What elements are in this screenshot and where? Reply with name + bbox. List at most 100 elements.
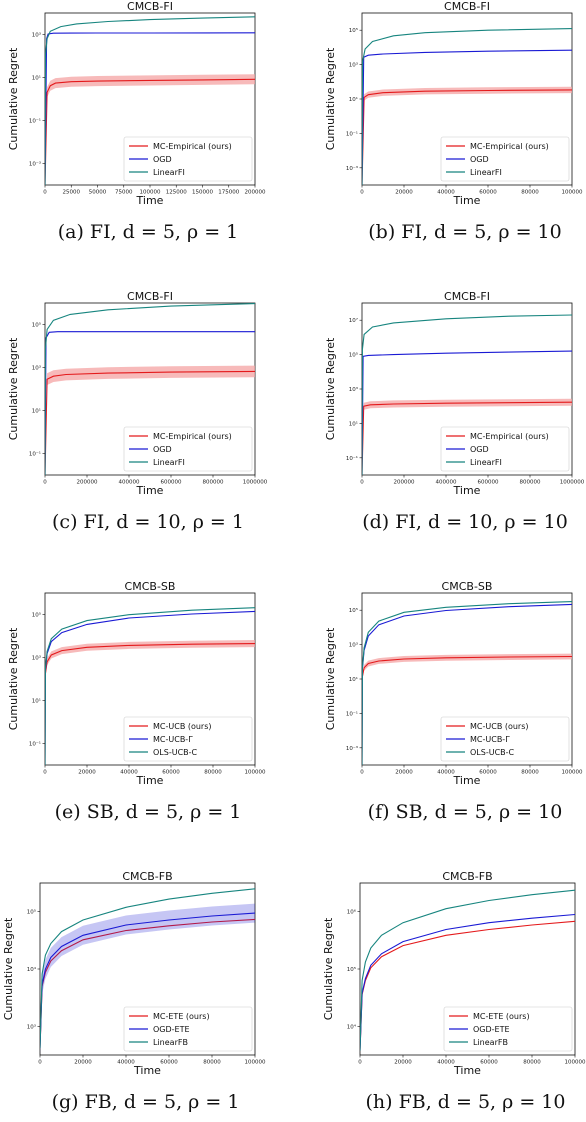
series-line-2 — [362, 28, 572, 185]
chart-title: CMCB-FB — [442, 870, 492, 883]
x-tick-label: 800000 — [520, 480, 541, 486]
x-tick-label: 80000 — [521, 770, 539, 776]
x-tick-label: 100000 — [565, 1060, 586, 1066]
x-tick-label: 60000 — [479, 190, 497, 196]
x-tick-label: 1000000 — [560, 480, 585, 486]
x-tick-label: 40000 — [437, 190, 455, 196]
x-tick-label: 0 — [360, 190, 364, 196]
x-tick-label: 400000 — [436, 480, 457, 486]
legend-frame — [443, 1006, 573, 1052]
legend-label-2: OLS-UCB-C — [153, 748, 198, 757]
sub-caption: (b) FI, d = 5, ρ = 10 — [368, 221, 561, 243]
x-tick-label: 200000 — [394, 480, 415, 486]
y-tick-label: 10¹ — [32, 75, 41, 82]
y-tick-label: 10⁻¹ — [346, 455, 358, 462]
legend-label-0: MC-Empirical (ours) — [470, 142, 549, 151]
y-tick-label: 10¹ — [32, 698, 41, 705]
legend: MC-ETE (ours) OGD-ETE LinearFB — [123, 1006, 253, 1052]
y-tick-label: 10⁷ — [349, 317, 358, 324]
x-tick-label: 20000 — [78, 770, 96, 776]
y-axis-label: Cumulative Regret — [324, 47, 337, 150]
x-tick-label: 400000 — [119, 480, 140, 486]
series-line-2 — [360, 889, 575, 1051]
x-tick-label: 150000 — [192, 190, 213, 196]
plot-area — [45, 303, 255, 475]
x-tick-label: 100000 — [562, 190, 583, 196]
legend-label-0: MC-ETE (ours) — [473, 1012, 530, 1021]
sub-caption: (a) FI, d = 5, ρ = 1 — [58, 221, 239, 243]
x-axis-label: Time — [453, 774, 481, 787]
x-tick-label: 40000 — [437, 770, 455, 776]
y-tick-label: 10⁵ — [347, 966, 356, 973]
series-line-1 — [362, 350, 572, 475]
legend-label-0: MC-Empirical (ours) — [153, 142, 232, 151]
series-line-0 — [45, 78, 255, 185]
chart-title: CMCB-SB — [125, 580, 176, 593]
series-line-2 — [45, 607, 255, 765]
chart-panel-3: CMCB-FI Time Cumulative Regret 0 200000 40000… — [324, 290, 585, 533]
legend-label-1: OGD — [153, 445, 172, 454]
legend-frame — [440, 426, 570, 472]
chart-title: CMCB-FB — [122, 870, 172, 883]
x-tick-label: 50000 — [89, 190, 107, 196]
x-tick-label: 25000 — [63, 190, 81, 196]
sub-caption: (f) SB, d = 5, ρ = 10 — [368, 801, 563, 823]
legend: MC-Empirical (ours) OGD LinearFI — [123, 426, 253, 472]
x-tick-label: 80000 — [203, 1060, 221, 1066]
series-line-2 — [362, 314, 572, 475]
y-tick-label: 10⁵ — [349, 607, 358, 614]
y-tick-label: 10¹ — [349, 96, 358, 103]
sub-caption: (g) FB, d = 5, ρ = 1 — [52, 1091, 240, 1113]
x-tick-label: 0 — [43, 190, 47, 196]
series-band-1 — [40, 903, 255, 1055]
series-line-2 — [45, 16, 255, 185]
y-tick-label: 10³ — [349, 62, 358, 69]
legend-label-0: MC-UCB (ours) — [153, 722, 212, 731]
sub-caption: (c) FI, d = 10, ρ = 1 — [52, 511, 244, 533]
plot-area — [40, 888, 255, 1055]
chart-panel-0: CMCB-FI Time Cumulative Regret 0 25000 50000 7… — [7, 0, 266, 243]
legend: MC-ETE (ours) OGD-ETE LinearFB — [443, 1006, 573, 1052]
legend: MC-Empirical (ours) OGD LinearFI — [440, 426, 570, 472]
x-tick-label: 60000 — [160, 1060, 178, 1066]
x-tick-label: 60000 — [162, 770, 180, 776]
sub-caption: (h) FB, d = 5, ρ = 10 — [365, 1091, 565, 1113]
legend-label-2: LinearFI — [153, 168, 185, 177]
x-tick-label: 0 — [43, 770, 47, 776]
x-axis-label: Time — [453, 1064, 481, 1077]
legend-label-2: LinearFB — [153, 1038, 188, 1047]
y-tick-label: 10³ — [27, 1023, 36, 1030]
y-axis-label: Cumulative Regret — [324, 627, 337, 730]
chart-panel-5: CMCB-SB Time Cumulative Regret 0 20000 40000 6… — [324, 580, 583, 823]
legend-label-1: OGD-ETE — [153, 1025, 190, 1034]
legend: MC-UCB (ours) MC-UCB-Γ OLS-UCB-C — [440, 716, 570, 762]
series-band-0 — [45, 640, 255, 765]
x-tick-label: 20000 — [74, 1060, 92, 1066]
legend-frame — [123, 716, 253, 762]
legend-label-0: MC-ETE (ours) — [153, 1012, 210, 1021]
y-tick-label: 10⁵ — [349, 352, 358, 359]
x-tick-label: 600000 — [161, 480, 182, 486]
series-band-0 — [45, 365, 255, 475]
chart-panel-4: CMCB-SB Time Cumulative Regret 0 20000 40000 6… — [7, 580, 266, 823]
x-tick-label: 80000 — [204, 770, 222, 776]
x-tick-label: 100000 — [562, 770, 583, 776]
chart-title: CMCB-FI — [444, 0, 490, 13]
series-line-1 — [45, 32, 255, 185]
legend-label-2: LinearFB — [473, 1038, 508, 1047]
legend-label-1: OGD — [153, 155, 172, 164]
series-line-0 — [45, 370, 255, 475]
x-tick-label: 1000000 — [243, 480, 268, 486]
plot-area — [362, 28, 572, 185]
x-tick-label: 0 — [360, 480, 364, 486]
legend-frame — [123, 1006, 253, 1052]
y-tick-label: 10¹ — [32, 408, 41, 415]
series-line-2 — [45, 303, 255, 475]
x-tick-label: 800000 — [203, 480, 224, 486]
x-tick-label: 125000 — [166, 190, 187, 196]
x-tick-label: 200000 — [245, 190, 266, 196]
y-tick-label: 10³ — [32, 365, 41, 372]
y-tick-label: 10⁴ — [347, 1023, 357, 1030]
x-tick-label: 100000 — [140, 190, 161, 196]
